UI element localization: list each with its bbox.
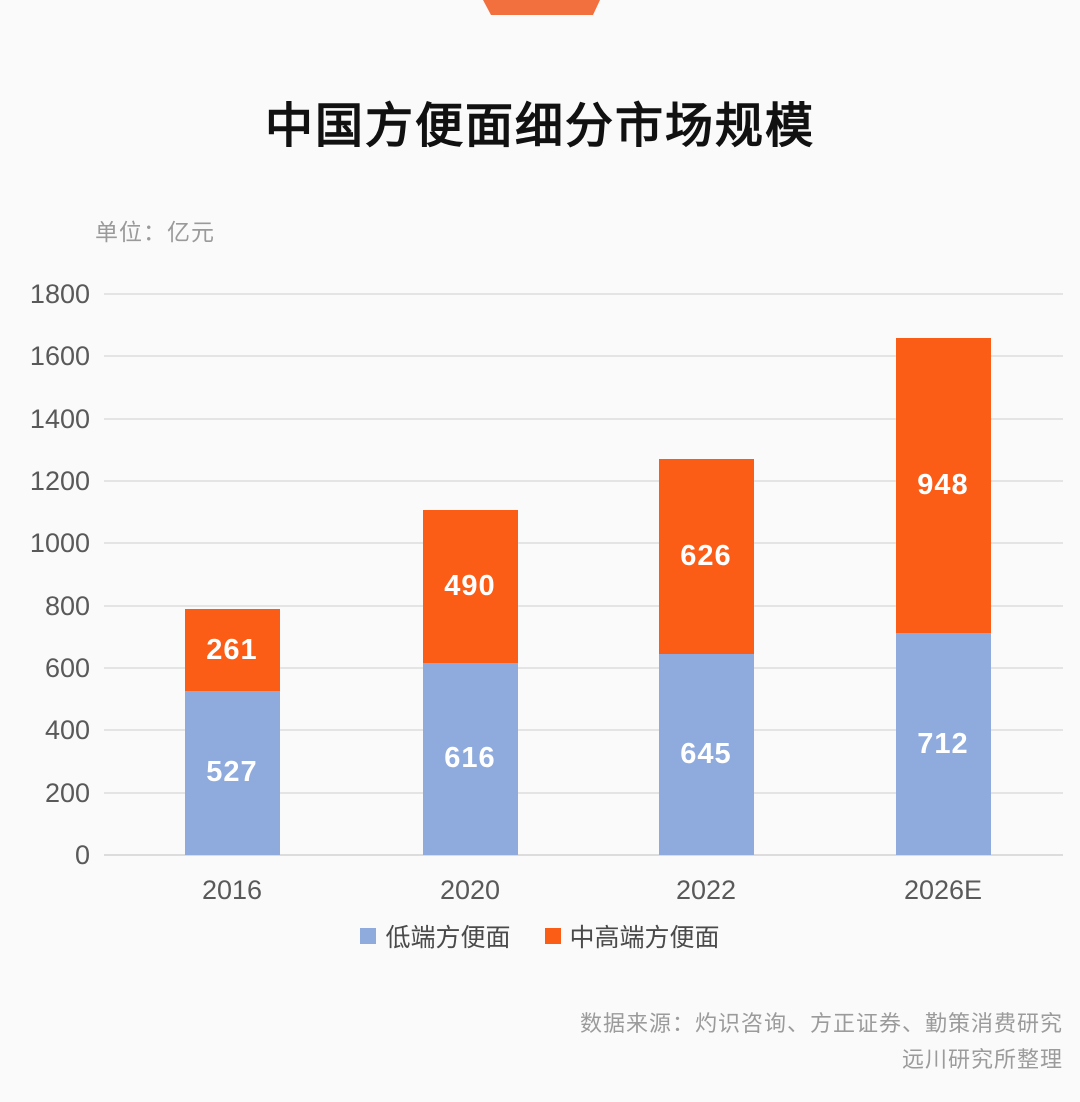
y-tick-label: 200 <box>44 777 90 808</box>
gridline <box>104 355 1063 358</box>
bar-segment-中高端方便面-2022: 626 <box>658 458 754 654</box>
source-note: 数据来源：灼识咨询、方正证券、勤策消费研究 远川研究所整理 <box>363 1006 1063 1078</box>
legend-item-低端方便面: 低端方便面 <box>360 918 511 954</box>
bar-value-label: 616 <box>444 742 496 775</box>
gridline <box>104 542 1063 545</box>
bar-value-label: 626 <box>680 539 732 572</box>
x-tick-label-2026E: 2026E <box>903 875 983 905</box>
y-tick-label: 1600 <box>29 341 90 372</box>
y-tick-label: 600 <box>44 653 90 683</box>
legend-swatch-icon <box>360 928 377 944</box>
gridline <box>104 791 1063 794</box>
x-tick-label-2020: 2020 <box>439 875 501 905</box>
legend-label: 中高端方便面 <box>569 924 720 952</box>
source-line-2: 远川研究所整理 <box>901 1047 1063 1072</box>
bar-value-label: 490 <box>444 570 496 603</box>
bar-value-label: 261 <box>206 633 258 666</box>
unit-label: 单位：亿元 <box>95 219 215 245</box>
x-tick-label-2016: 2016 <box>201 875 263 905</box>
bar-segment-低端方便面-2026E: 712 <box>895 633 991 855</box>
y-tick-label: 1400 <box>29 403 90 434</box>
bar-value-label: 645 <box>680 737 732 770</box>
gridline <box>104 729 1063 732</box>
bar-segment-低端方便面-2022: 645 <box>658 653 754 855</box>
top-ribbon-decoration <box>483 0 600 15</box>
y-tick-label: 1800 <box>29 279 90 309</box>
legend-label: 低端方便面 <box>385 924 511 952</box>
gridline <box>104 293 1063 295</box>
y-tick-label: 400 <box>44 715 90 746</box>
y-tick-label: 1000 <box>29 528 90 559</box>
bar-segment-中高端方便面-2020: 490 <box>422 510 518 663</box>
gridline <box>104 604 1063 607</box>
chart-title: 中国方便面细分市场规模 <box>264 100 815 153</box>
source-line-1: 数据来源：灼识咨询、方正证券、勤策消费研究 <box>579 1011 1063 1036</box>
chart-legend: 低端方便面 中高端方便面 <box>0 920 1080 952</box>
bar-value-label: 712 <box>917 727 969 760</box>
bar-value-label: 948 <box>917 468 969 501</box>
bar-segment-中高端方便面-2016: 261 <box>184 609 280 691</box>
gridline <box>104 667 1063 669</box>
x-tick-label-2022: 2022 <box>675 875 737 905</box>
legend-item-中高端方便面: 中高端方便面 <box>544 918 720 954</box>
gridline <box>104 480 1063 482</box>
y-tick-label: 800 <box>44 590 90 621</box>
y-tick-label: 1200 <box>29 466 90 496</box>
legend-swatch-icon <box>544 928 561 944</box>
gridline <box>104 417 1063 420</box>
y-tick-label: 0 <box>74 840 90 870</box>
bar-value-label: 527 <box>206 756 258 789</box>
bar-segment-低端方便面-2016: 527 <box>184 690 280 855</box>
bar-segment-中高端方便面-2026E: 948 <box>895 337 991 634</box>
bar-segment-低端方便面-2020: 616 <box>422 663 518 855</box>
x-axis-line <box>104 854 1063 856</box>
